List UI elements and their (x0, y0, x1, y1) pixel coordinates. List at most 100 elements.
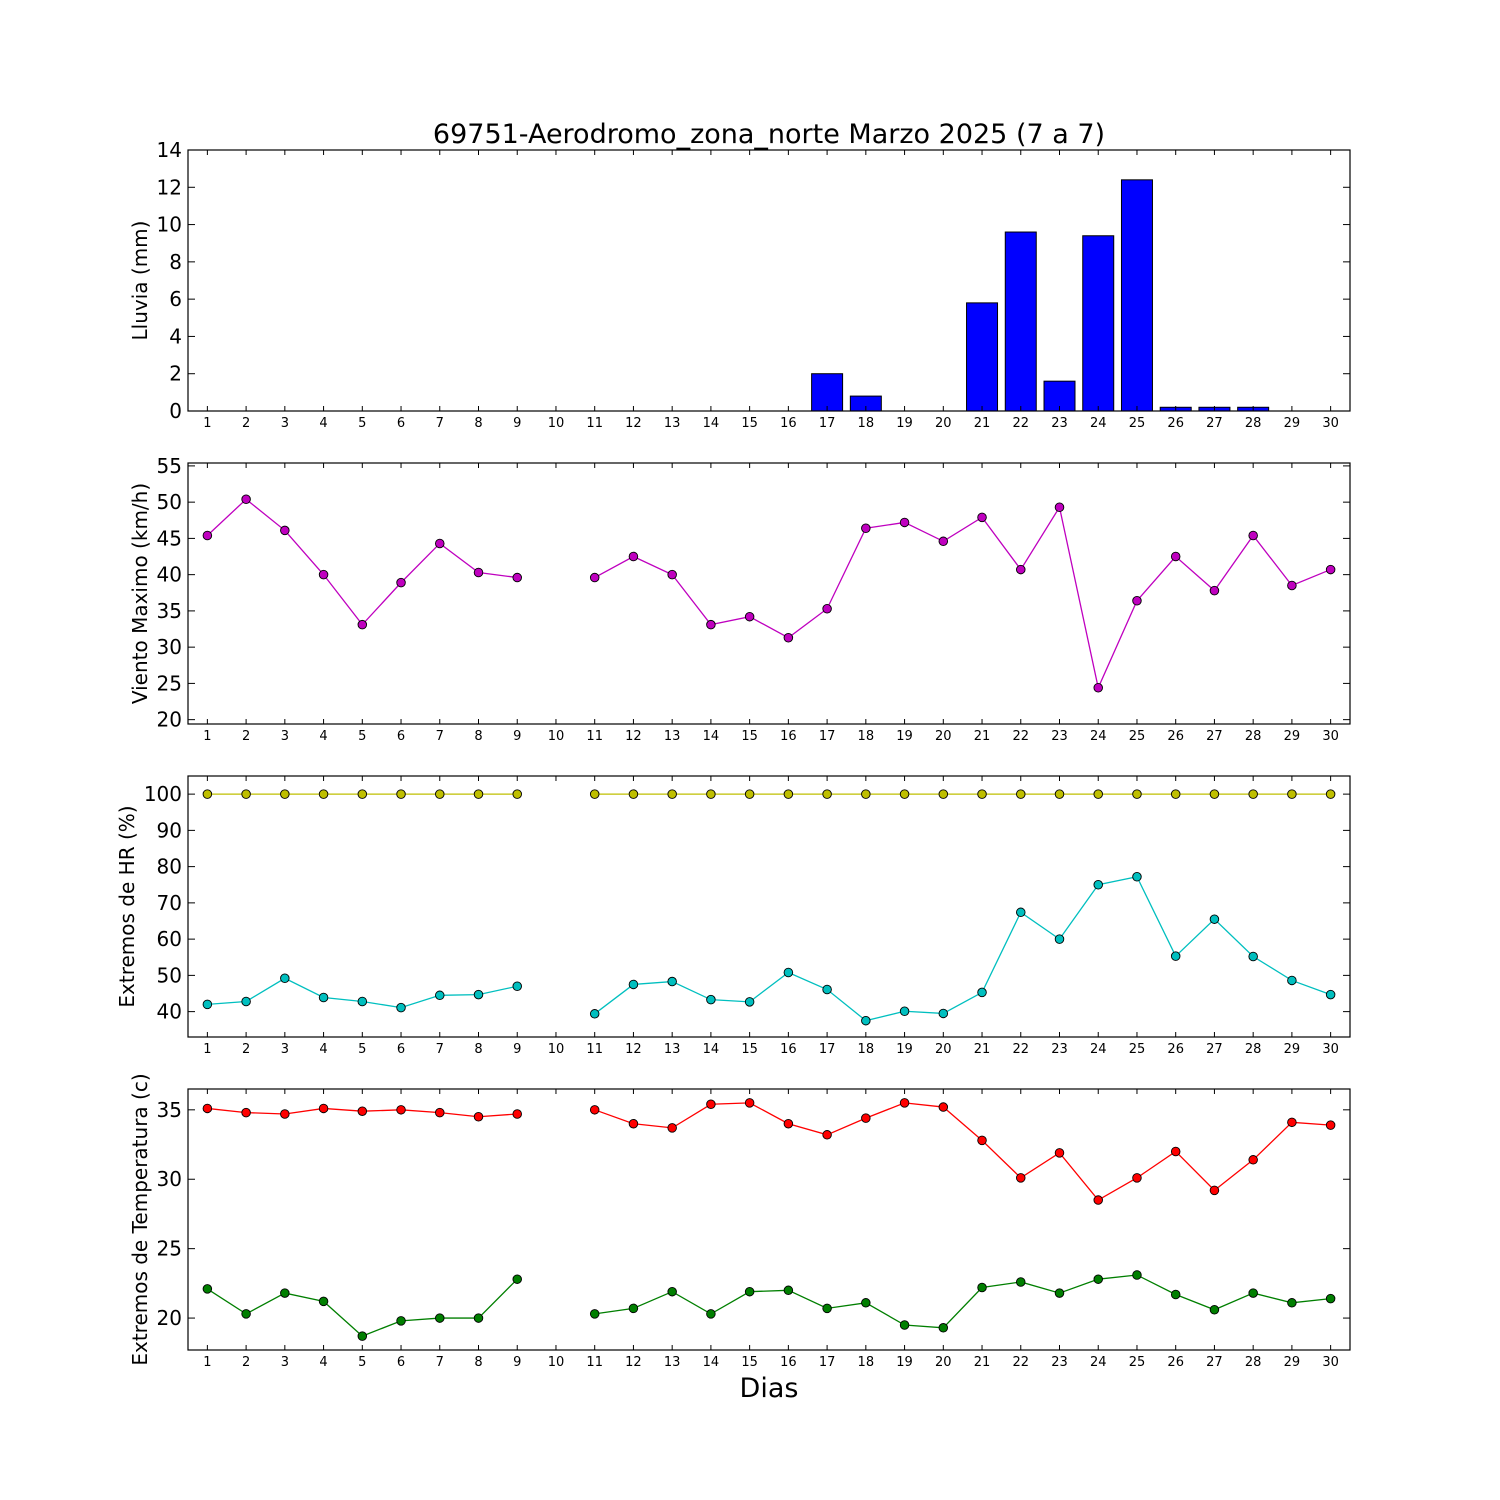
x-tick-label: 22 (1012, 1355, 1029, 1370)
y-tick-label: 70 (157, 891, 182, 915)
x-tick-label: 3 (281, 416, 289, 431)
x-tick-label: 15 (741, 416, 758, 431)
x-tick-label: 17 (819, 1355, 836, 1370)
x-tick-label: 2 (242, 1042, 250, 1057)
series-0-point-23 (1054, 502, 1065, 512)
x-tick-label: 10 (548, 1042, 565, 1057)
x-tick-label: 27 (1206, 1355, 1223, 1370)
series-0-point-14 (706, 789, 716, 799)
y-tick-label: 50 (157, 963, 182, 987)
y-tick-label: 30 (157, 635, 182, 659)
series-0-point-14 (706, 619, 716, 630)
panel-lluvia: 1 2 3 4 5 6 7 8 9 10 11 12 13 14 15 16 17 18 19 20 21 22 23 24 2… (128, 138, 1351, 431)
y-tick-label: 0 (169, 399, 182, 423)
series-1-point-8 (473, 989, 484, 1000)
series-0-point-3 (280, 1109, 290, 1119)
y-tick-label: 20 (157, 1306, 182, 1330)
x-tick-label: 24 (1090, 416, 1107, 431)
y-axis-label: Extremos de HR (%) (115, 805, 139, 1007)
series-1-point-26 (1170, 1289, 1181, 1300)
series-0-point-28 (1248, 1155, 1258, 1165)
series-1-point-2 (241, 996, 251, 1007)
series-0-point-5 (357, 789, 368, 799)
series-1-point-4 (318, 992, 329, 1003)
series-1-point-21 (977, 987, 987, 998)
series-0-point-28 (1248, 789, 1258, 799)
series-0-point-24 (1093, 683, 1103, 693)
series-1-point-5 (357, 996, 368, 1007)
x-tick-label: 1 (203, 1355, 211, 1370)
x-tick-label: 2 (242, 1355, 250, 1370)
x-tick-label: 27 (1206, 729, 1223, 744)
series-0-point-17 (822, 789, 832, 799)
x-tick-label: 18 (858, 416, 875, 431)
x-axis-label: Dias (740, 1373, 799, 1404)
series-0-point-7 (435, 1107, 445, 1118)
y-tick-label: 35 (157, 1098, 182, 1122)
series-1-point-12 (628, 1303, 639, 1314)
x-tick-label: 21 (974, 1355, 991, 1370)
series-0-point-22 (1016, 564, 1026, 575)
x-tick-label: 16 (780, 416, 797, 431)
series-0-point-11 (589, 789, 600, 799)
series-1-point-23 (1054, 934, 1065, 944)
series-0-point-16 (783, 789, 794, 799)
rain-bar-17 (811, 373, 844, 412)
y-tick-label: 25 (157, 1237, 182, 1261)
rain-bar-21 (966, 302, 999, 412)
y-axis-label: Viento Maximo (km/h) (128, 483, 152, 704)
series-1-point-16 (783, 967, 794, 978)
series-1-point-1 (202, 999, 213, 1010)
series-0-line-0 (206, 498, 518, 626)
series-0-point-2 (241, 1107, 251, 1118)
panel-temperatura: 1 2 3 4 5 6 7 8 9 10 11 12 13 14 15 16 17 18 19 20 21 22 23 24 2… (128, 1073, 1351, 1370)
series-0-point-8 (473, 567, 484, 578)
series-0-point-13 (667, 789, 677, 799)
series-1-point-25 (1132, 872, 1142, 882)
x-tick-label: 22 (1012, 416, 1029, 431)
series-1-point-15 (744, 1286, 755, 1297)
series-0-line-1 (594, 505, 1331, 690)
series-0-point-3 (280, 789, 290, 799)
x-tick-label: 20 (935, 729, 952, 744)
series-1-point-26 (1170, 951, 1181, 961)
series-0-point-26 (1170, 1146, 1181, 1157)
x-tick-label: 18 (858, 729, 875, 744)
series-0-point-6 (396, 789, 406, 799)
series-1-point-20 (938, 1008, 949, 1019)
x-tick-label: 5 (358, 729, 366, 744)
series-1-point-27 (1209, 1304, 1220, 1315)
series-1-point-9 (512, 981, 522, 992)
series-0-point-1 (202, 530, 213, 541)
x-tick-label: 17 (819, 416, 836, 431)
x-tick-label: 14 (703, 1355, 720, 1370)
x-tick-label: 7 (436, 416, 444, 431)
series-0-point-8 (473, 1112, 484, 1122)
series-1-point-23 (1054, 1288, 1065, 1298)
y-tick-label: 40 (157, 563, 182, 587)
series-0-point-11 (589, 572, 600, 583)
x-tick-label: 28 (1245, 416, 1262, 431)
series-0-point-12 (628, 551, 639, 562)
x-tick-label: 29 (1284, 1042, 1301, 1057)
series-1-point-29 (1287, 1298, 1297, 1308)
x-tick-label: 16 (780, 729, 797, 744)
y-tick-label: 4 (169, 324, 182, 348)
x-tick-label: 1 (203, 416, 211, 431)
rain-bar-25 (1120, 179, 1153, 412)
series-0-point-26 (1170, 789, 1181, 799)
series-0-point-5 (357, 1106, 368, 1116)
series-1-point-1 (202, 1284, 213, 1294)
y-tick-label: 14 (157, 138, 182, 162)
x-tick-label: 12 (625, 729, 642, 744)
series-0-point-12 (628, 1118, 639, 1129)
series-1-point-20 (938, 1323, 949, 1333)
series-1-point-14 (706, 1309, 716, 1319)
series-0-point-19 (899, 789, 910, 799)
x-tick-label: 30 (1322, 1355, 1339, 1370)
y-tick-label: 45 (157, 526, 182, 550)
x-tick-label: 30 (1322, 1042, 1339, 1057)
x-tick-label: 19 (896, 729, 913, 744)
panel-humedad: 1 2 3 4 5 6 7 8 9 10 11 12 13 14 15 16 17 18 19 20 21 22 23 24 2… (115, 775, 1351, 1057)
series-0-point-15 (744, 611, 755, 622)
